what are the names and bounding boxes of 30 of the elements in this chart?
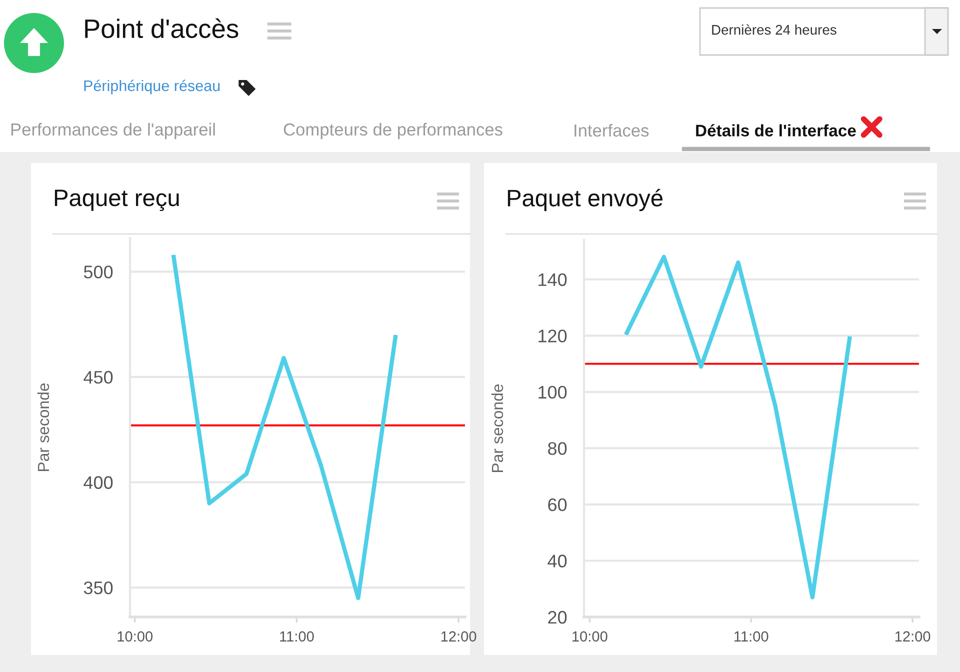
line-series: [624, 254, 852, 600]
y-tick-label: 140: [538, 273, 567, 286]
x-tick-label: 12:00: [441, 631, 476, 642]
text: Compteurs de performances: [284, 122, 502, 140]
text: Détails de l'interface: [696, 124, 856, 136]
x-tick-label: 11:00: [280, 631, 314, 642]
y-tick-label: 500: [84, 266, 113, 278]
y-tick-label: 80: [548, 442, 567, 455]
y-tick-label: 450: [84, 370, 113, 384]
y-axis-title: Par seconde: [37, 383, 50, 472]
x-tick-label: 11:00: [734, 631, 768, 642]
y-tick-label: 350: [84, 581, 113, 594]
chart-title: Paquet envoyé: [508, 188, 662, 212]
x-tick-label: 10:00: [572, 631, 608, 642]
text: Performances de l'appareil: [11, 122, 215, 140]
text: Périphérique réseau: [84, 80, 220, 94]
text: Interfaces: [574, 124, 649, 137]
y-tick-label: 60: [548, 498, 567, 512]
x-tick-label: 10:00: [118, 631, 153, 642]
y-tick-label: 400: [84, 476, 113, 489]
y-tick-label: 40: [548, 554, 567, 568]
y-tick-label: 120: [538, 330, 567, 342]
x-tick-label: 12:00: [895, 631, 930, 642]
y-tick-label: 20: [548, 610, 567, 624]
line-series: [172, 254, 398, 600]
y-tick-label: 100: [538, 386, 567, 399]
chart-title: Paquet reçu: [54, 190, 179, 212]
text: Point d'accès: [85, 18, 238, 38]
y-axis-title: Par seconde: [491, 384, 504, 472]
text: Dernières 24 heures: [712, 24, 836, 35]
